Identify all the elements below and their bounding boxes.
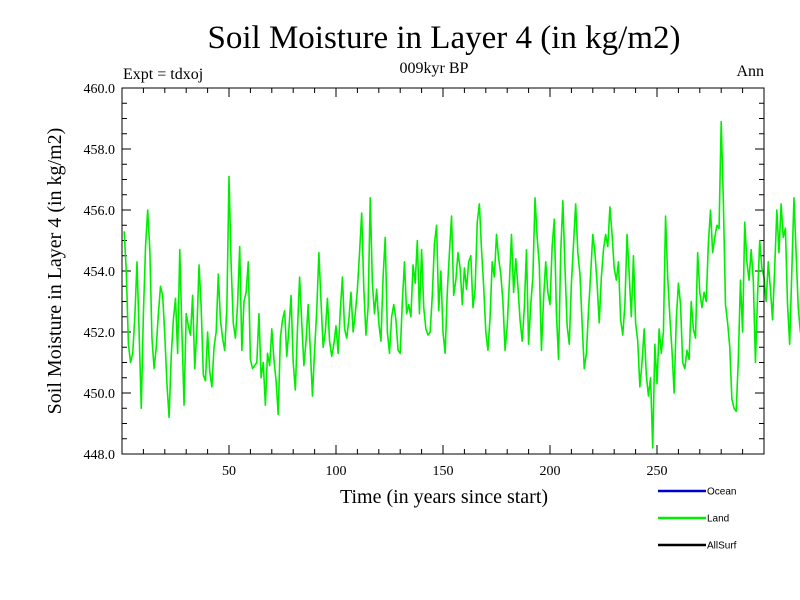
y-tick-label: 456.0 (84, 204, 116, 219)
y-tick-label: 454.0 (84, 265, 116, 280)
y-tick-label: 452.0 (84, 326, 116, 341)
x-tick-label: 250 (647, 464, 668, 479)
y-axis-label: Soil Moisture in Layer 4 (in kg/m2) (44, 128, 66, 415)
y-tick-label: 450.0 (84, 387, 116, 402)
land-series-line (123, 120, 800, 449)
x-tick-label: 150 (433, 464, 454, 479)
x-tick-label: 50 (222, 464, 236, 479)
chart-title: Soil Moisture in Layer 4 (in kg/m2) (208, 20, 681, 56)
legend-label-allsurf: AllSurf (707, 541, 737, 552)
chart-subtitle: 009kyr BP (400, 60, 469, 77)
season-label: Ann (736, 63, 764, 80)
y-tick-label: 448.0 (84, 448, 116, 463)
y-tick-label: 460.0 (84, 82, 116, 97)
experiment-label: Expt = tdxoj (123, 66, 203, 83)
x-axis-label: Time (in years since start) (340, 486, 548, 508)
x-tick-label: 200 (540, 464, 561, 479)
plot-frame (121, 87, 765, 455)
x-tick-label: 100 (326, 464, 347, 479)
legend: Ocean Land AllSurf (658, 487, 737, 552)
y-tick-label: 458.0 (84, 143, 116, 158)
legend-label-ocean: Ocean (707, 487, 736, 498)
legend-label-land: Land (707, 514, 729, 525)
